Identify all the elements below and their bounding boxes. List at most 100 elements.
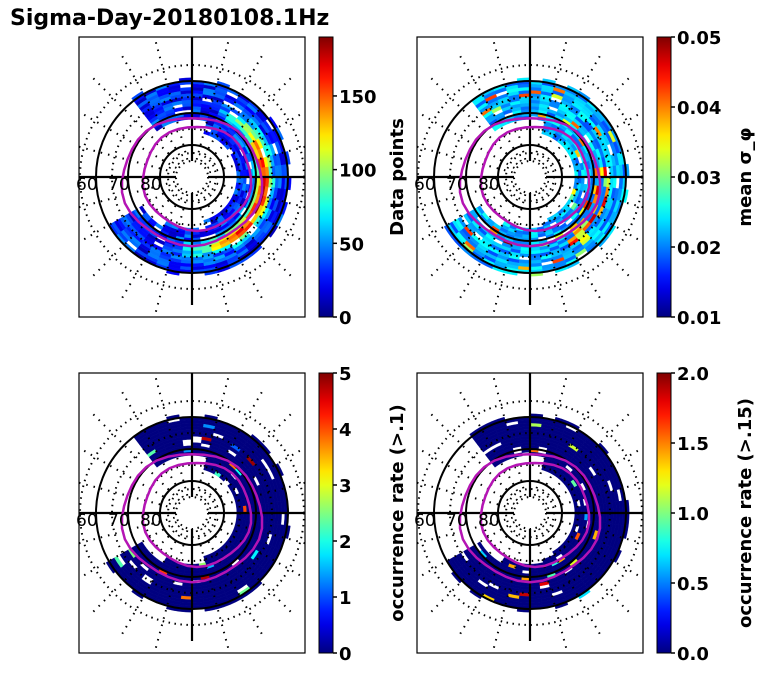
grid-dotted-radial bbox=[417, 145, 513, 174]
grid-dotted-radial bbox=[492, 377, 527, 496]
polar-panel-4: 60 70 80 bbox=[414, 372, 644, 654]
colorbar-tick-label: 1.5 bbox=[677, 434, 709, 455]
grid-dotted-radial bbox=[542, 189, 630, 277]
latitude-label-70: 70 bbox=[108, 175, 130, 195]
grid-dotted-radial bbox=[209, 516, 305, 545]
grid-dotted-radial bbox=[542, 525, 630, 613]
latitude-label-80: 80 bbox=[478, 175, 500, 195]
colorbar-tick-label: 3 bbox=[339, 476, 352, 497]
grid-dotted-radial bbox=[542, 77, 630, 165]
colorbar-tick-label: 0 bbox=[339, 308, 352, 329]
grid-dotted-radial bbox=[545, 521, 643, 580]
grid-dotted-radial bbox=[538, 391, 601, 498]
grid-dotted-radial bbox=[204, 413, 292, 501]
grid-dotted-circle bbox=[175, 496, 209, 530]
colorbar-tick-label: 0.01 bbox=[677, 308, 721, 329]
auroral-oval-outer bbox=[120, 453, 264, 584]
grid-dotted-radial bbox=[545, 446, 643, 505]
grid-dotted-radial bbox=[492, 530, 527, 649]
colorbar-gradient bbox=[656, 36, 672, 318]
grid-dotted-radial bbox=[204, 189, 292, 277]
colorbar-3: 0 1 2 3 4 5 occurrence rate (>.1) bbox=[318, 364, 408, 665]
latitude-label-60: 60 bbox=[414, 511, 436, 531]
grid-dotted-radial bbox=[207, 521, 305, 580]
grid-dotted-radial bbox=[547, 145, 643, 174]
grid-dotted-radial bbox=[459, 55, 522, 162]
heatmap-bin bbox=[579, 498, 585, 507]
polar-panel-2: 60 70 80 bbox=[414, 36, 644, 318]
grid-dotted-radial bbox=[547, 481, 643, 510]
grid-dotted-radial bbox=[79, 521, 177, 580]
grid-dotted-radial bbox=[547, 180, 643, 209]
grid-dotted-radial bbox=[92, 525, 180, 613]
heatmap-bin bbox=[457, 216, 467, 228]
colorbar-tick-label: 0.04 bbox=[677, 98, 721, 119]
grid-dotted-radial bbox=[538, 528, 601, 635]
grid-dotted-radial bbox=[154, 530, 189, 649]
heatmap-bin bbox=[618, 176, 624, 190]
grid-dotted-radial bbox=[200, 192, 263, 299]
latitude-label-70: 70 bbox=[446, 175, 468, 195]
colorbar-tick-label: 5 bbox=[339, 364, 352, 385]
auroral-oval-inner bbox=[141, 461, 253, 569]
grid-dotted-radial bbox=[417, 180, 513, 209]
colorbar-tick-label: 100 bbox=[339, 161, 377, 182]
heatmap-bin bbox=[457, 552, 467, 564]
grid-dotted-radial bbox=[79, 110, 177, 169]
colorbar-label: occurrence rate (>.1) bbox=[387, 404, 408, 621]
colorbar-tick-label: 150 bbox=[339, 87, 377, 108]
grid-dotted-radial bbox=[207, 446, 305, 505]
grid-dotted-radial bbox=[542, 413, 630, 501]
grid-dotted-radial bbox=[79, 481, 175, 510]
colorbar-tick-label: 1.0 bbox=[677, 504, 709, 525]
colorbar-1: 0 50 100 150 Data points bbox=[318, 36, 408, 329]
grid-dotted-radial bbox=[207, 185, 305, 244]
auroral-oval-outer bbox=[120, 117, 264, 248]
heatmap-bin bbox=[139, 541, 147, 551]
auroral-oval-outer bbox=[458, 453, 602, 584]
grid-dotted-radial bbox=[195, 41, 230, 160]
grid-dotted-radial bbox=[154, 377, 189, 496]
grid-dotted-radial bbox=[492, 194, 527, 313]
grid-dotted-radial bbox=[533, 377, 568, 496]
colorbar-tick-label: 4 bbox=[339, 420, 352, 441]
grid-dotted-radial bbox=[204, 525, 292, 613]
colorbar-2: 0.01 0.02 0.03 0.04 0.05 mean σ_φ bbox=[656, 28, 756, 329]
grid-dotted-radial bbox=[417, 521, 515, 580]
colorbar-4: 0.0 0.5 1.0 1.5 2.0 occurrence rate (>.15) bbox=[656, 364, 756, 665]
heatmap-bin bbox=[182, 106, 193, 111]
grid-dotted-radial bbox=[92, 77, 180, 165]
colorbar-tick-label: 50 bbox=[339, 234, 364, 255]
grid-dotted-radial bbox=[121, 528, 184, 635]
grid-dotted-radial bbox=[209, 481, 305, 510]
heatmap-bin bbox=[477, 541, 485, 551]
grid-dotted-radial bbox=[79, 446, 177, 505]
colorbar-label: occurrence rate (>.15) bbox=[735, 398, 756, 628]
grid-dotted-radial bbox=[79, 145, 175, 174]
colorbar-tick-label: 0.0 bbox=[677, 644, 709, 665]
grid-dotted-radial bbox=[459, 192, 522, 299]
grid-dotted-radial bbox=[533, 41, 568, 160]
latitude-label-80: 80 bbox=[478, 511, 500, 531]
grid-dotted-radial bbox=[417, 185, 515, 244]
grid-dotted-radial bbox=[545, 110, 643, 169]
colorbar-tick-label: 0.02 bbox=[677, 238, 721, 259]
grid-dotted-radial bbox=[459, 391, 522, 498]
axes-frame bbox=[416, 372, 644, 654]
grid-dotted-radial bbox=[417, 110, 515, 169]
grid-dotted-radial bbox=[430, 525, 518, 613]
auroral-oval-inner bbox=[479, 125, 591, 233]
grid-dotted-radial bbox=[417, 446, 515, 505]
polar-panel-3: 60 70 80 bbox=[76, 372, 306, 654]
latitude-label-70: 70 bbox=[108, 511, 130, 531]
grid-dotted-radial bbox=[547, 516, 643, 545]
heatmap-bin bbox=[181, 435, 193, 441]
colorbar-tick-label: 2 bbox=[339, 532, 352, 553]
latitude-label-70: 70 bbox=[446, 511, 468, 531]
grid-dotted-radial bbox=[195, 377, 230, 496]
polar-panel-1: 60 70 80 bbox=[76, 36, 306, 318]
figure-title: Sigma-Day-20180108.1Hz bbox=[10, 6, 330, 31]
grid-dotted-radial bbox=[92, 189, 180, 277]
grid-dotted-radial bbox=[545, 185, 643, 244]
